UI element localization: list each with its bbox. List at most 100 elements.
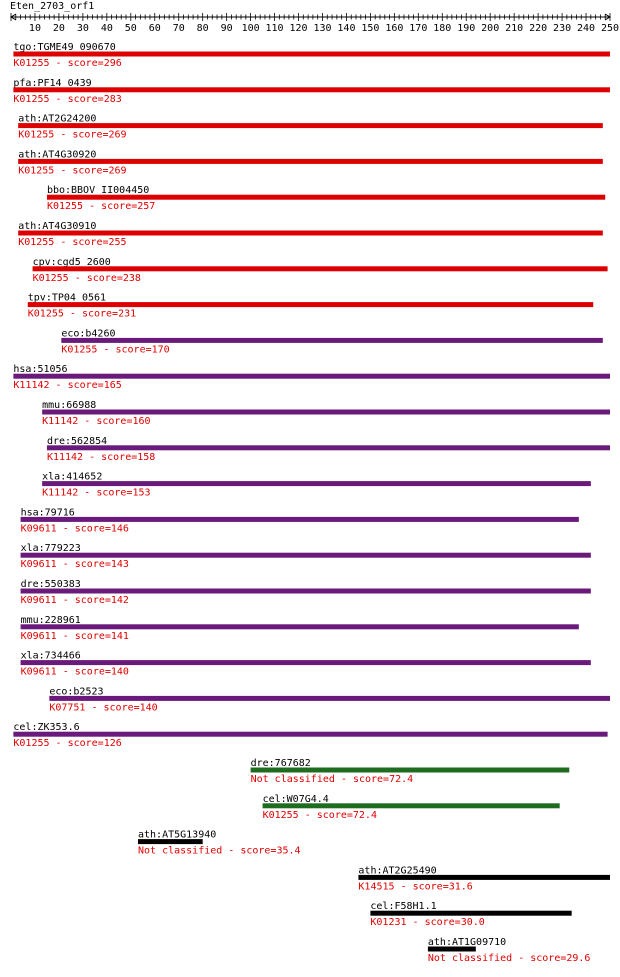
hit-bar [46,194,606,200]
hit-bar [20,624,579,630]
hit-bar [20,588,591,594]
hit-id-label: tgo:TGME49_090670 [13,42,115,53]
axis-tick-label: 10 [29,23,41,34]
hit-id-label: ath:AT4G30920 [18,149,96,160]
hit-id-label: tpv:TP04_0561 [28,293,106,304]
hit-row: eco:b4260 K01255 - score=170 [61,328,603,355]
hit-score-label: K01255 - score=72.4 [263,810,377,821]
axis-tick-label: 30 [77,23,89,34]
hit-score-label: Not classified - score=35.4 [138,846,301,857]
hit-row: eco:b2523 K07751 - score=140 [49,686,610,713]
axis-tick-label: 130 [313,23,331,34]
hit-row: cel:ZK353.6 K01255 - score=126 [13,722,608,749]
hit-id-label: dre:562854 [47,436,107,447]
hit-row: ath:AT2G24200 K01255 - score=269 [18,114,603,141]
hit-score-label: K01231 - score=30.0 [370,917,484,928]
hit-row: xla:414652 K11142 - score=153 [42,472,591,499]
hit-id-label: ath:AT5G13940 [138,830,216,841]
hit-score-label: K01255 - score=269 [18,165,126,176]
hit-bar [49,695,610,701]
hit-row: mmu:66988 K11142 - score=160 [42,400,610,427]
axis-tick-label: 100 [242,23,260,34]
hit-row: dre:767682 Not classified - score=72.4 [250,758,570,785]
hit-bar [18,158,603,164]
hit-score-label: Not classified - score=29.6 [428,953,591,964]
hit-id-label: pfa:PF14_0439 [13,78,91,89]
hit-bar [370,910,572,916]
hit-row: ath:AT2G25490 K14515 - score=31.6 [358,865,610,892]
axis-tick-label: 70 [173,23,185,34]
hit-bar [427,946,476,952]
position-axis: 10 20 30 40 50 60 70 80 90 100 110 120 130 140 150 160 1… [10,13,619,34]
hit-score-label: K07751 - score=140 [49,702,157,713]
hit-id-label: ath:AT1G09710 [428,937,506,948]
axis-tick-label: 80 [197,23,209,34]
hit-row: ath:AT4G30920 K01255 - score=269 [18,149,603,176]
hit-score-label: K01255 - score=170 [61,344,169,355]
hit-id-label: eco:b4260 [61,328,115,339]
hit-id-label: hsa:51056 [13,364,67,375]
hit-bar [27,302,594,308]
hit-bar [20,552,591,558]
hit-id-label: cel:F58H1.1 [370,901,436,912]
hit-score-label: K01255 - score=126 [13,738,121,749]
hit-score-label: K11142 - score=158 [47,452,155,463]
axis-tick-label: 160 [385,23,403,34]
axis-tick-label: 230 [553,23,571,34]
hit-row: hsa:51056 K11142 - score=165 [13,364,611,391]
hit-score-label: K09611 - score=142 [21,595,129,606]
hit-id-label: mmu:66988 [42,400,96,411]
hit-score-label: Not classified - score=72.4 [251,774,414,785]
hit-row: cel:F58H1.1 K01231 - score=30.0 [370,901,572,928]
hit-score-label: K01255 - score=238 [33,273,141,284]
query-title: Eten_2703_orf1 [10,1,94,12]
hit-bar [18,123,603,129]
axis-tick-label: 170 [409,23,427,34]
axis-tick-label: 190 [457,23,475,34]
hit-id-label: ath:AT2G24200 [18,114,96,125]
hit-id-label: cel:ZK353.6 [13,722,79,733]
hit-bar [13,373,611,379]
axis-tick-label: 20 [53,23,65,34]
hit-id-label: dre:550383 [21,579,81,590]
hit-row: ath:AT1G09710 Not classified - score=29.6 [427,937,591,964]
hit-id-label: ath:AT2G25490 [358,865,436,876]
hit-row: xla:779223 K09611 - score=143 [20,543,591,570]
axis-tick-label: 250 [601,23,619,34]
hit-bar [42,409,610,415]
hit-id-label: xla:779223 [21,543,81,554]
axis-tick-label: 110 [266,23,284,34]
hit-bar [32,266,608,272]
hit-row: ath:AT5G13940 Not classified - score=35.4 [137,830,301,857]
axis-tick-label: 210 [505,23,523,34]
hit-bar [13,87,611,93]
hit-id-label: cpv:cgd5_2600 [33,257,111,268]
hit-row: pfa:PF14_0439 K01255 - score=283 [13,78,611,105]
hit-bar [46,445,610,451]
hit-id-label: xla:734466 [21,651,81,662]
hit-row: dre:550383 K09611 - score=142 [20,579,591,606]
hit-id-label: cel:W07G4.4 [263,794,329,805]
hit-score-label: K01255 - score=257 [47,201,155,212]
hit-score-label: K11142 - score=160 [42,416,150,427]
hit-row: bbo:BBOV_II004450 K01255 - score=257 [46,185,606,212]
hit-score-label: K01255 - score=231 [28,309,136,320]
hit-id-label: ath:AT4G30910 [18,221,96,232]
axis-tick-label: 60 [149,23,161,34]
hit-bar [18,230,603,236]
hit-id-label: mmu:228961 [21,615,81,626]
hit-row: hsa:79716 K09611 - score=146 [20,507,579,534]
axis-arrow-left [10,13,17,21]
hit-score-label: K09611 - score=140 [21,667,129,678]
hit-score-label: K01255 - score=283 [13,94,121,105]
hit-score-label: K09611 - score=146 [21,523,129,534]
hit-bar [13,731,608,737]
hit-score-label: K11142 - score=153 [42,488,150,499]
hit-id-label: xla:414652 [42,472,102,483]
hit-bar [137,839,203,845]
hit-score-label: K09611 - score=143 [21,559,129,570]
axis-tick-label: 180 [433,23,451,34]
hit-row: tgo:TGME49_090670 K01255 - score=296 [13,42,611,69]
hit-bar [61,337,603,343]
